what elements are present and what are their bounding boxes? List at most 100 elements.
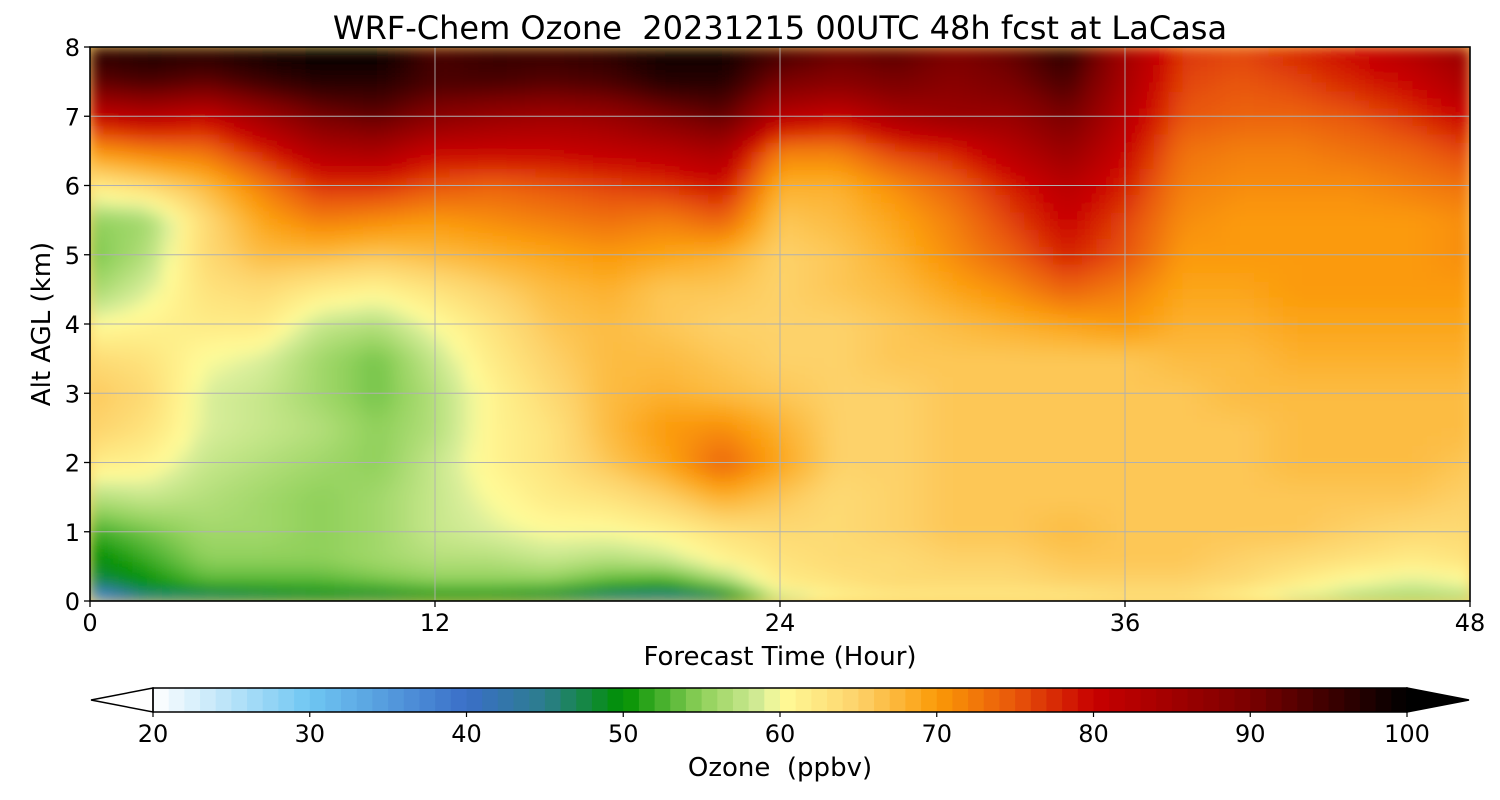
heatmap-cell [233, 64, 249, 74]
heatmap-cell [909, 575, 925, 585]
heatmap-cell [348, 150, 364, 161]
heatmap-cell [923, 349, 939, 360]
heatmap-cell [449, 324, 465, 334]
heatmap-cell [837, 133, 853, 144]
heatmap-cell [837, 107, 853, 118]
heatmap-cell [923, 592, 939, 601]
heatmap-cell [291, 324, 307, 334]
heatmap-cell [909, 176, 925, 187]
heatmap-cell [104, 107, 120, 118]
heatmap-cell [348, 55, 364, 66]
heatmap-cell [1196, 488, 1213, 498]
heatmap-cell [923, 393, 939, 403]
heatmap-cell [348, 263, 364, 273]
heatmap-cell [550, 124, 566, 135]
heatmap-cell [262, 349, 278, 360]
heatmap-cell [391, 393, 408, 403]
heatmap-cell [535, 349, 551, 360]
heatmap-cell [147, 549, 163, 559]
heatmap-cell [219, 375, 235, 386]
heatmap-cell [722, 505, 738, 516]
heatmap-cell [506, 133, 523, 144]
heatmap-cell [205, 116, 221, 126]
heatmap-cell [578, 116, 594, 126]
heatmap-cell [406, 280, 422, 291]
heatmap-cell [823, 583, 839, 594]
heatmap-cell [348, 384, 364, 395]
heatmap-cell [564, 280, 580, 291]
heatmap-cell [995, 384, 1011, 395]
heatmap-cell [736, 176, 753, 187]
heatmap-cell [1038, 324, 1054, 334]
heatmap-cell [607, 453, 623, 464]
heatmap-cell [866, 298, 882, 308]
heatmap-cell [837, 471, 853, 481]
heatmap-cell [1125, 150, 1141, 161]
heatmap-cell [1024, 272, 1040, 282]
heatmap-cell [219, 289, 235, 299]
heatmap-cell [262, 393, 278, 403]
heatmap-cell [751, 142, 767, 152]
heatmap-cell [823, 575, 839, 585]
heatmap-cell [564, 263, 580, 273]
heatmap-cell [1053, 306, 1069, 317]
heatmap-cell [1010, 367, 1026, 377]
heatmap-cell [90, 133, 106, 144]
heatmap-cell [1024, 220, 1040, 230]
heatmap-cell [621, 549, 638, 559]
heatmap-cell [837, 150, 853, 161]
heatmap-cell [478, 315, 494, 325]
heatmap-cell [492, 375, 508, 386]
heatmap-cell [478, 263, 494, 273]
heatmap-cell [823, 505, 839, 516]
heatmap-cell [923, 185, 939, 195]
heatmap-cell [391, 488, 408, 498]
heatmap-cell [262, 185, 278, 195]
heatmap-cell [363, 436, 379, 446]
heatmap-cell [463, 592, 479, 601]
heatmap-cell [305, 202, 321, 213]
heatmap-cell [391, 358, 408, 369]
heatmap-cell [751, 514, 767, 524]
heatmap-cell [578, 298, 594, 308]
heatmap-cell [492, 124, 508, 135]
heatmap-cell [1182, 384, 1198, 395]
heatmap-cell [190, 124, 206, 135]
heatmap-cell [808, 592, 824, 601]
heatmap-cell [966, 531, 983, 542]
heatmap-cell [1081, 453, 1098, 464]
heatmap-cell [780, 375, 796, 386]
heatmap-cell [995, 254, 1011, 265]
heatmap-cell [909, 471, 925, 481]
heatmap-cell [1038, 540, 1054, 550]
heatmap-cell [966, 592, 983, 601]
heatmap-cell [736, 523, 753, 533]
heatmap-cell [147, 185, 163, 195]
heatmap-cell [780, 298, 796, 308]
heatmap-cell [463, 419, 479, 429]
heatmap-cell [1125, 280, 1141, 291]
heatmap-cell [1081, 436, 1098, 446]
heatmap-cell [492, 557, 508, 568]
heatmap-cell [693, 410, 709, 421]
heatmap-cell [995, 306, 1011, 317]
heatmap-cell [751, 263, 767, 273]
heatmap-cell [1081, 462, 1098, 472]
heatmap-cell [90, 583, 106, 594]
heatmap-cell [219, 107, 235, 118]
heatmap-cell [90, 384, 106, 395]
heatmap-cell [650, 531, 666, 542]
heatmap-cell [880, 298, 896, 308]
heatmap-cell [851, 453, 868, 464]
heatmap-cell [938, 211, 954, 221]
heatmap-cell [248, 280, 264, 291]
heatmap-cell [133, 393, 149, 403]
heatmap-cell [190, 90, 206, 100]
heatmap-cell [420, 47, 436, 57]
heatmap-cell [1096, 471, 1112, 481]
heatmap-cell [765, 228, 781, 239]
heatmap-cell [550, 497, 566, 507]
heatmap-cell [478, 540, 494, 550]
heatmap-cell [650, 410, 666, 421]
heatmap-cell [305, 410, 321, 421]
